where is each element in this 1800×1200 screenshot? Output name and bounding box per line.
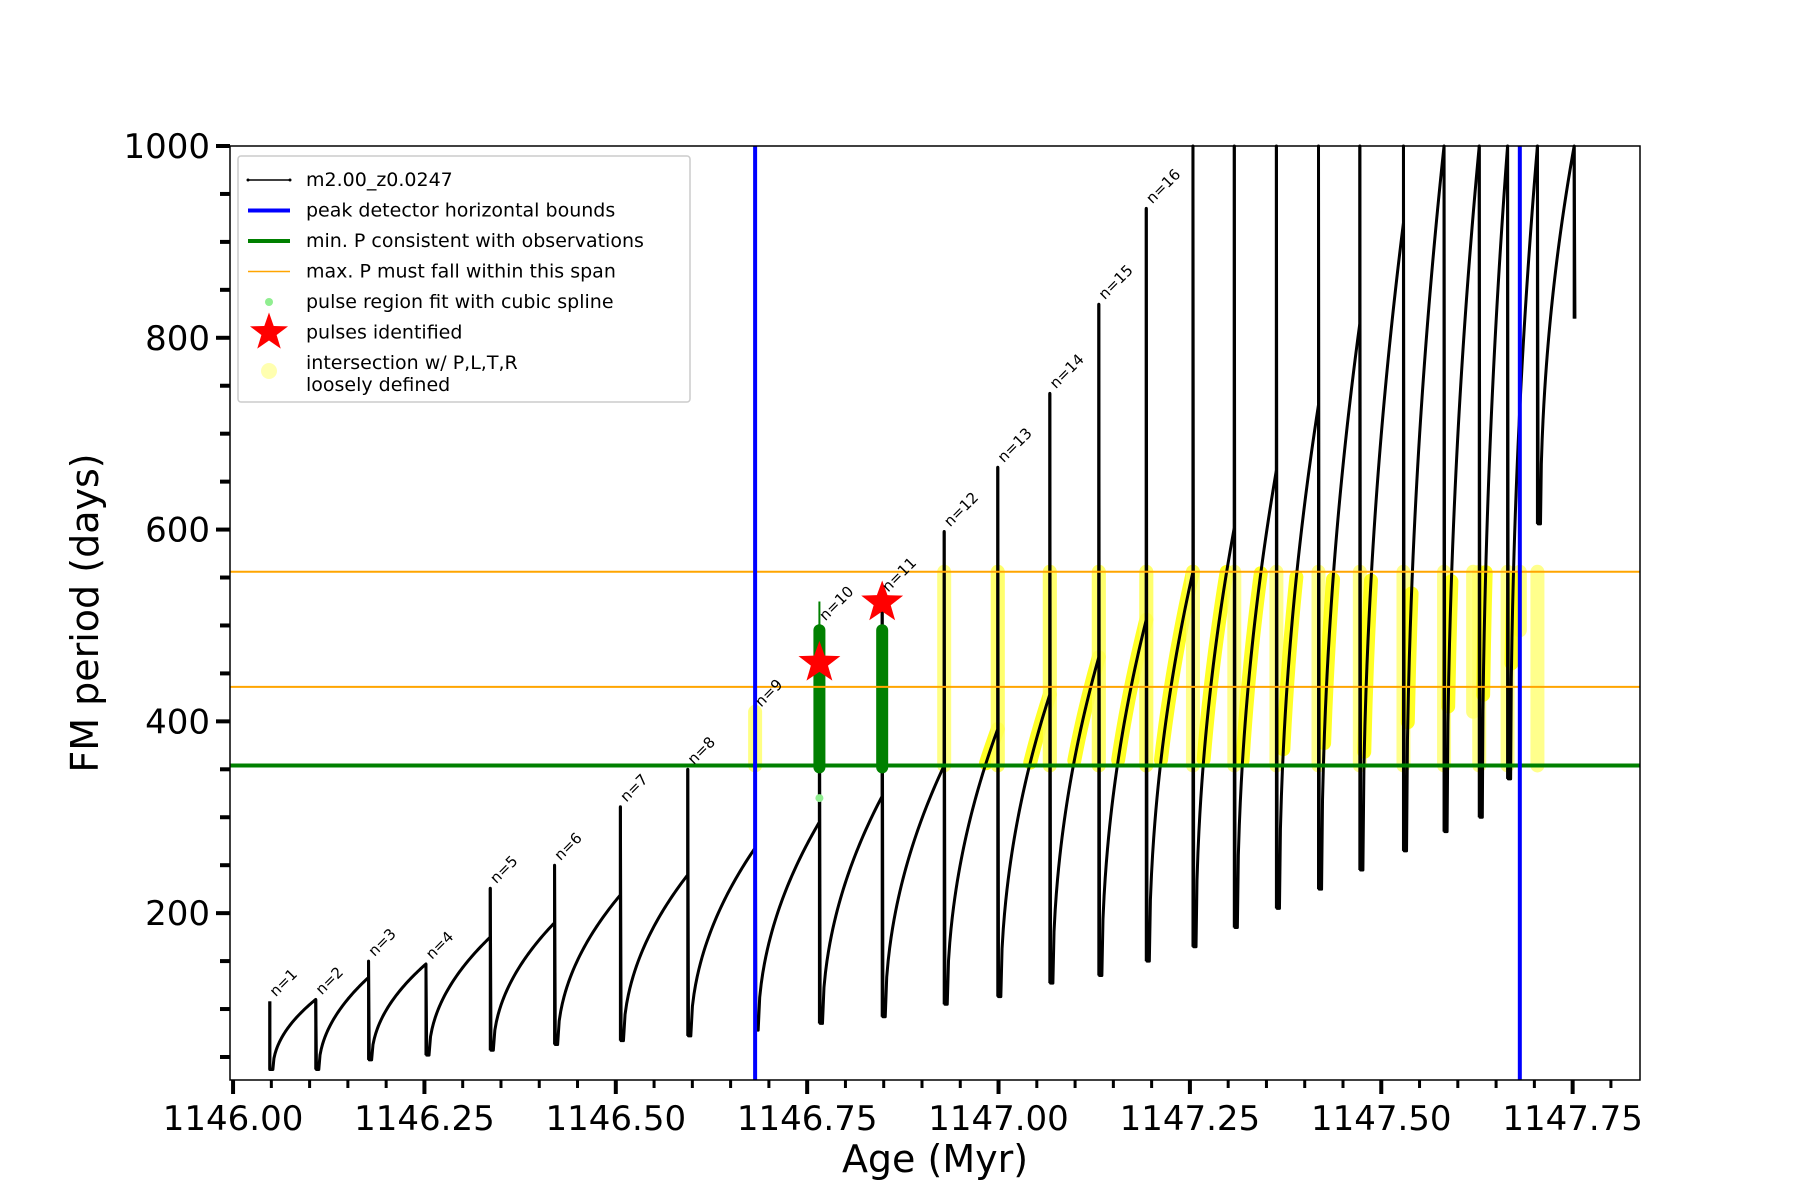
pulse-label: n=3 [365, 925, 400, 960]
pulse-label: n=5 [486, 852, 521, 887]
legend-label: max. P must fall within this span [306, 261, 616, 283]
pulses-identified-layer [798, 580, 904, 681]
legend-label: min. P consistent with observations [306, 230, 644, 252]
x-tick-label: 1147.25 [1120, 1099, 1261, 1139]
legend-box [237, 155, 691, 403]
legend-label: peak detector horizontal bounds [306, 200, 615, 222]
y-tick-label: 400 [145, 702, 210, 742]
pulse-label: n=12 [940, 488, 982, 530]
legend-handle-dot [288, 178, 292, 182]
legend-label: intersection w/ P,L,T,R [306, 352, 518, 374]
pulse-label: n=16 [1142, 165, 1184, 207]
pulse-label: n=8 [684, 733, 719, 768]
legend-label: m2.00_z0.0247 [306, 169, 453, 191]
pulse-label: n=4 [422, 928, 457, 963]
pulse-label: n=6 [551, 829, 586, 864]
x-axis-ticks: 1146.00 1146.25 1146.50 1146.75 1147.00 1147.… [163, 1080, 1643, 1139]
y-tick-label: 1000 [123, 127, 210, 167]
pulse-label: n=13 [994, 424, 1036, 466]
x-tick-label: 1146.25 [354, 1099, 495, 1139]
y-axis-label: FM period (days) [63, 453, 107, 772]
legend-handle-circle [261, 363, 277, 379]
x-tick-label: 1147.75 [1502, 1099, 1643, 1139]
x-tick-label: 1146.50 [545, 1099, 686, 1139]
reference-hlines [230, 570, 1640, 768]
legend-handle-dot [265, 298, 273, 306]
legend-handle-dot [246, 178, 250, 182]
y-tick-label: 600 [145, 511, 210, 551]
x-tick-label: 1147.00 [928, 1099, 1069, 1139]
legend-label: pulse region fit with cubic spline [306, 291, 614, 313]
x-tick-label: 1146.75 [737, 1099, 878, 1139]
pulse-label: n=11 [878, 554, 920, 596]
pulse-label: n=1 [266, 965, 301, 1000]
plot-frame [229, 145, 1641, 1081]
legend-label: loosely defined [306, 374, 450, 396]
pulse-label: n=2 [312, 963, 347, 998]
spline-fit-layer [813, 601, 889, 803]
pulse-label: n=15 [1095, 261, 1137, 303]
legend-handle-star [249, 312, 289, 349]
y-axis-ticks: 200 400 600 800 1000 [123, 127, 230, 1059]
x-tick-label: 1147.50 [1311, 1099, 1452, 1139]
y-tick-label: 800 [145, 319, 210, 359]
pulse-identified-star [798, 640, 841, 681]
pulse-identified-star [861, 580, 904, 621]
pulse-label: n=7 [616, 770, 651, 805]
pulse-label: n=14 [1046, 350, 1088, 392]
x-tick-label: 1146.00 [163, 1099, 304, 1139]
y-tick-label: 200 [145, 894, 210, 934]
spline-fit-point [815, 794, 824, 803]
peak-bound-vlines [753, 146, 1522, 1080]
pulse-label: n=10 [816, 582, 858, 624]
x-axis-label: Age (Myr) [842, 1137, 1028, 1181]
legend-label: pulses identified [306, 322, 462, 344]
series-layer [268, 144, 1577, 1071]
